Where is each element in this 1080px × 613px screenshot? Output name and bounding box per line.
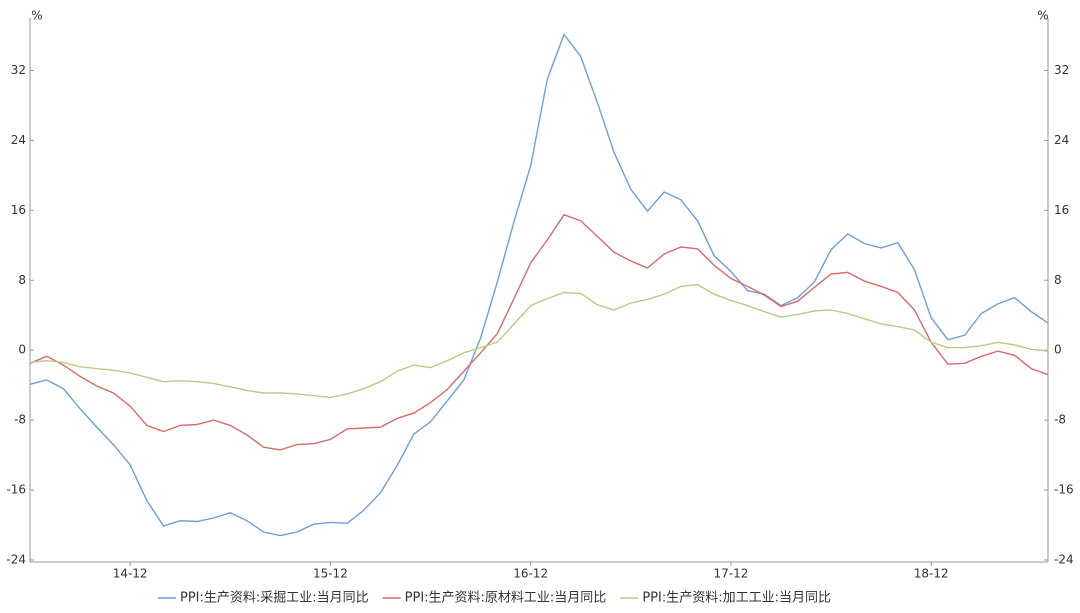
x-tick-label: 17-12: [713, 567, 748, 581]
y2-tick-label: 32: [1054, 63, 1069, 77]
series-line: [29, 213, 1049, 451]
y-tick-label: -8: [14, 413, 26, 427]
x-tick-label: 18-12: [914, 567, 949, 581]
x-tick-label: 16-12: [513, 567, 548, 581]
y2-tick-label: 24: [1054, 133, 1069, 147]
series-line: [29, 283, 1049, 399]
x-tick-label: 14-12: [113, 567, 148, 581]
x-tick-label: 15-12: [313, 567, 348, 581]
y-tick-label: 16: [11, 203, 26, 217]
legend-label: PPI:生产资料:原材料工业:当月同比: [405, 591, 607, 606]
y-tick-label: 0: [18, 343, 26, 357]
y-tick-label: -24: [6, 553, 26, 567]
legend-label: PPI:生产资料:采掘工业:当月同比: [180, 591, 369, 606]
y2-tick-label: -16: [1054, 483, 1074, 497]
y-tick-label: 8: [18, 273, 26, 287]
y2-tick-label: -24: [1054, 553, 1074, 567]
y2-tick-label: 8: [1054, 273, 1062, 287]
series-line: [29, 33, 1049, 537]
y2-tick-label: 16: [1054, 203, 1069, 217]
y-axis-unit: %: [31, 9, 42, 23]
y-tick-label: -16: [6, 483, 26, 497]
y-tick-label: 24: [11, 133, 26, 147]
y2-axis-unit: %: [1037, 9, 1048, 23]
y2-tick-label: -8: [1054, 413, 1066, 427]
y2-tick-label: 0: [1054, 343, 1062, 357]
legend-label: PPI:生产资料:加工工业:当月同比: [642, 591, 831, 606]
y-tick-label: 32: [11, 63, 26, 77]
